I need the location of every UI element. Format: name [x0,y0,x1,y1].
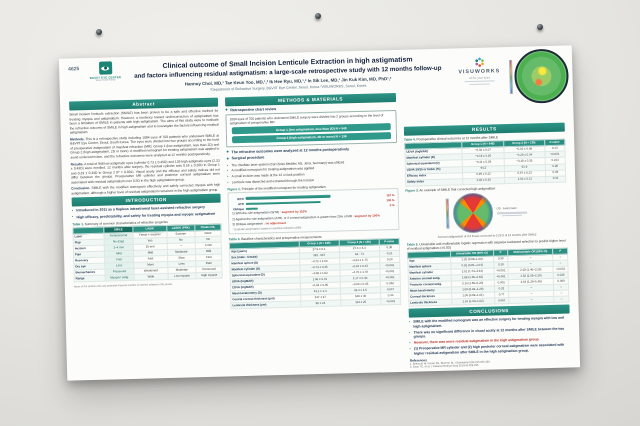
push-pin [537,24,543,30]
corneal-topography-thumbnail [509,48,570,104]
visuworks-logo: VISUWORKS All for your eyes [452,56,507,86]
brand-contact-line [464,80,495,83]
legend-line [501,214,522,217]
research-poster: 4625 B&VIIT EYE CENTER Seoul, South Kore… [58,45,581,381]
table-cell: 1.01 (1.00–1.02) [451,298,495,306]
table-cell: Low myopia [167,272,197,280]
poster-number: 4625 [68,66,80,73]
baseline-characteristics-table: Group 1 (N = 948) Group 2 (N = 136) P-valu… [229,238,401,310]
clinic-logo: B&VIIT EYE CENTER Seoul, South Korea [86,61,125,82]
abstract-text: SMILE with the modified nomogram effecti… [71,182,221,196]
visuworks-burst-icon [474,57,484,67]
column-middle: METHODS & MATERIALS Retrospective chart … [225,92,403,374]
table-cell: 98 ± 24 [300,300,341,308]
table-cell: Range [74,275,105,283]
table-cell: Safety index [405,178,464,186]
axial-topography-map [452,192,494,234]
figure1-caption-label: Figure 1. [227,186,241,192]
table-cell: <0.001 [380,298,401,306]
note-highlight: no adjustment [265,220,287,226]
table-cell: 1.02 ± 0.10 [463,177,505,185]
column-left: Abstract Small incision lenticule extrac… [68,97,225,379]
brand-tagline: All for your eyes [469,74,490,80]
table1-caption-label: Table 1. [72,221,84,227]
conflict-of-interest-note: None of the authors has any potential fi… [73,282,173,289]
table-cell: Wide [134,273,168,281]
abstract-results: Results. A total of 948 low astigmatic e… [71,158,221,185]
nomogram-label: ATR [238,201,244,206]
topography-map-image [513,48,570,104]
abstract-text: A total of 948 low astigmatic eyes (cyli… [70,158,221,185]
nomogram-value: 0 % [389,203,395,208]
study-design-box: 1084 eyes of 700 patients who underwent … [225,109,398,148]
abstract-methods: Methods. This is a retrospective study i… [70,133,220,160]
table4-caption-label: Table 4. [403,137,416,142]
eye-clinic-logo-icon [98,61,112,75]
nomogram-value: 110 % [386,192,395,197]
abstract-purpose: Small incision lenticule extraction (SMI… [69,108,219,135]
table-cell: High myopia [196,272,223,279]
nomogram-value: 100 % [386,197,395,203]
poster-columns: Abstract Small incision lenticule extrac… [60,85,580,378]
note-highlight: augment by 110% [281,209,308,215]
table-cell: Lenticule thickness (μm) [230,301,301,310]
table-cell: Myopia / astig. [104,274,135,282]
figure3-caption-label: Figure 3. [405,188,419,193]
title-block: Clinical outcome of Small Incision Lenti… [131,56,445,94]
nomogram-label: WTR [237,196,244,201]
axial-map-legend-text: OD · Axial power [496,206,517,211]
note-highlight: augment by 100% [354,213,380,218]
axial-map-legend: OD · Axial power [497,207,527,217]
postop-outcomes-table: Group 1 (N = 948) Group 2 (N = 136) P-valu… [404,139,566,187]
section-header-introduction: INTRODUCTION [71,193,221,207]
table-cell: 0.067 [494,297,510,305]
table-cell: 113 ± 25 [340,299,381,307]
table-cell: – [554,296,569,303]
section-header-abstract: Abstract [68,97,219,111]
push-pin [315,13,321,19]
topography-color-scale [445,198,450,229]
nomogram-bar [245,207,258,211]
table-cell: Lenticule thickness [408,299,452,307]
logistic-regression-table: Univariable OR (95% CI) P Multivariable OR… [407,248,570,308]
table3-caption-label: Table 3. [228,236,241,242]
topography-color-scale [509,59,513,94]
refractive-surgery-comparison-table: SMILE LASIK LASEK (PRK) Phakic IOL Laser Fem… [72,223,223,283]
abstract-text: This is a retrospective study including … [70,133,220,160]
table-cell: 1.01 ± 0.11 [504,176,546,184]
column-right: RESULTS Table 4. Postoperative clinical … [403,88,571,370]
table-cell: – [508,296,555,304]
push-pin [96,29,102,35]
poster-header: 4625 B&VIIT EYE CENTER Seoul, South Kore… [59,45,573,104]
example-case-figure: OD · Axial power [405,190,567,234]
brand-contact-line [469,83,490,86]
nomogram-figure: WTR 110 % ATR 100 % Oblique 0 % 1) W [227,187,400,235]
legend-line [496,211,527,214]
table-cell: 0.31 [545,175,566,183]
note-text: 3) Oblique astigmatism : [232,221,265,227]
